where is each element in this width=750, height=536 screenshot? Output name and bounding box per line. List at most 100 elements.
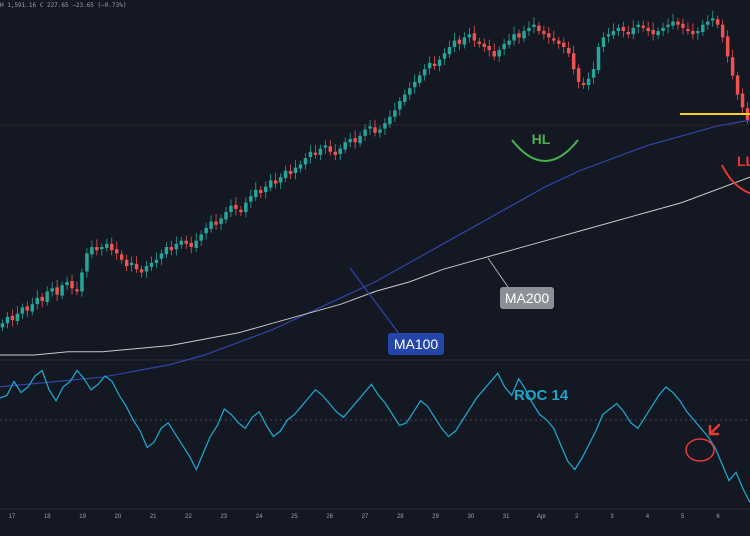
time-axis-tick: 4 bbox=[646, 514, 650, 520]
candle bbox=[114, 241, 119, 260]
candle bbox=[273, 172, 278, 189]
candle bbox=[462, 32, 467, 49]
candle-body bbox=[417, 75, 422, 83]
candle bbox=[70, 274, 74, 295]
candle-body bbox=[408, 88, 412, 95]
candle bbox=[547, 26, 551, 44]
candle-body bbox=[507, 40, 511, 45]
candle bbox=[517, 29, 521, 44]
candle bbox=[179, 236, 184, 249]
candle bbox=[234, 197, 238, 216]
candle-body bbox=[730, 57, 735, 76]
candle-body bbox=[676, 21, 680, 25]
candle bbox=[164, 241, 169, 259]
candle-body bbox=[462, 37, 467, 45]
candle bbox=[725, 30, 730, 63]
candle-body bbox=[129, 262, 134, 266]
candle bbox=[487, 39, 491, 57]
candle bbox=[278, 173, 283, 189]
candle bbox=[542, 25, 546, 40]
candle bbox=[676, 17, 680, 30]
roc-arrow bbox=[708, 423, 721, 436]
ma200-line bbox=[0, 176, 750, 356]
candle bbox=[403, 89, 407, 106]
time-axis-tick: 22 bbox=[185, 514, 192, 520]
candle-body bbox=[199, 234, 203, 241]
candle-body bbox=[711, 18, 715, 21]
candle bbox=[706, 15, 710, 30]
candle bbox=[467, 27, 472, 43]
candle-body bbox=[219, 218, 223, 224]
candle bbox=[482, 38, 487, 53]
candle-body bbox=[557, 40, 561, 44]
candle bbox=[219, 214, 223, 231]
candle bbox=[452, 32, 457, 53]
candle bbox=[571, 45, 576, 75]
time-axis-tick: 25 bbox=[291, 514, 298, 520]
candle bbox=[701, 19, 705, 36]
candle-body bbox=[696, 31, 700, 34]
candle-body bbox=[522, 31, 526, 39]
candle-body bbox=[154, 259, 159, 263]
candle-body bbox=[259, 189, 263, 194]
candle-body bbox=[562, 42, 566, 47]
candle-body bbox=[626, 32, 631, 35]
candle-body bbox=[50, 288, 54, 292]
candle bbox=[100, 243, 104, 256]
candle-body bbox=[10, 315, 15, 321]
candle-body bbox=[343, 142, 347, 150]
candle-body bbox=[403, 94, 407, 102]
candle-body bbox=[427, 62, 432, 69]
candle-body bbox=[293, 167, 298, 174]
candle-body bbox=[706, 21, 710, 25]
candle bbox=[110, 237, 114, 256]
candle bbox=[512, 26, 516, 46]
candle-body bbox=[586, 78, 591, 86]
candle bbox=[576, 64, 581, 89]
candle bbox=[735, 71, 740, 100]
candle-body bbox=[606, 34, 611, 37]
candle bbox=[646, 21, 650, 37]
candle-body bbox=[542, 31, 546, 35]
candle bbox=[25, 301, 30, 317]
candle-body bbox=[681, 23, 685, 28]
candle bbox=[566, 41, 571, 58]
candle-body bbox=[15, 313, 20, 322]
candle bbox=[641, 20, 645, 32]
candle-body bbox=[452, 40, 457, 47]
candle bbox=[457, 35, 462, 51]
candle-body bbox=[497, 50, 501, 57]
time-axis-tick: 31 bbox=[503, 514, 510, 520]
ma100-callout-line bbox=[349, 267, 401, 336]
candle bbox=[119, 250, 124, 264]
candle bbox=[254, 182, 258, 201]
ma200-callout-box bbox=[500, 287, 554, 309]
candle-body bbox=[641, 25, 645, 28]
candle-body bbox=[70, 281, 74, 289]
candle bbox=[129, 256, 134, 272]
time-axis-tick: 23 bbox=[220, 514, 227, 520]
candle-body bbox=[224, 212, 228, 220]
candle bbox=[0, 319, 5, 332]
candle bbox=[711, 10, 715, 27]
candle-body bbox=[467, 34, 472, 38]
candle-body bbox=[353, 138, 357, 143]
time-axis-tick: 30 bbox=[468, 514, 475, 520]
candle-body bbox=[348, 139, 352, 143]
candle bbox=[621, 21, 626, 38]
candle-body bbox=[735, 75, 740, 95]
candle bbox=[154, 252, 159, 268]
candle bbox=[90, 240, 94, 259]
candle-body bbox=[288, 170, 293, 174]
candle bbox=[224, 207, 228, 224]
candle bbox=[134, 256, 139, 274]
candle bbox=[606, 27, 611, 43]
candle bbox=[661, 22, 665, 37]
candle bbox=[383, 118, 387, 135]
candle bbox=[259, 186, 263, 199]
ohlc-readout: H 1,591.16 C 227.65 −23.65 (−0.73%) bbox=[0, 2, 127, 9]
candle bbox=[656, 27, 660, 39]
candle-body bbox=[373, 127, 377, 133]
